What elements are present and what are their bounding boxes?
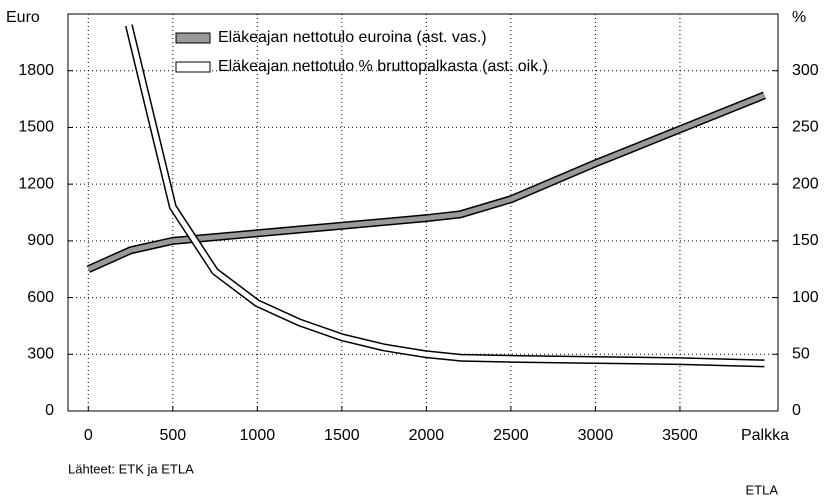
y-tick-label: 900: [27, 232, 54, 249]
x-tick-label: 1500: [324, 427, 360, 444]
x-tick-label: 1000: [240, 427, 276, 444]
x-tick-label: 2500: [493, 427, 529, 444]
y2-tick-label: 300: [792, 62, 819, 79]
y-tick-label: 1500: [18, 119, 54, 136]
y-axis-label: Euro: [6, 9, 40, 26]
legend-label: Eläkeajan nettotulo % bruttopalkasta (as…: [218, 58, 548, 75]
y2-tick-label: 0: [792, 402, 801, 419]
plot-frame: [67, 13, 779, 412]
y-tick-label: 600: [27, 289, 54, 306]
y-tick-label: 1200: [18, 175, 54, 192]
legend-label: Eläkeajan nettotulo euroina (ast. vas.): [218, 29, 487, 46]
y2-tick-label: 200: [792, 175, 819, 192]
x-tick-label: 500: [159, 427, 186, 444]
y-tick-label: 300: [27, 346, 54, 363]
y-tick-label: 0: [45, 402, 54, 419]
y2-tick-label: 250: [792, 119, 819, 136]
x-tick-label: 3500: [662, 427, 698, 444]
line-outline: [124, 24, 765, 368]
x-tick-label: 2000: [409, 427, 445, 444]
y2-tick-label: 150: [792, 232, 819, 249]
legend-swatch: [175, 61, 211, 73]
source: Lähteet: ETK ja ETLA: [68, 461, 194, 476]
line: [126, 24, 765, 366]
x-axis-label: Palkka: [741, 427, 789, 444]
y2-tick-label: 100: [792, 289, 819, 306]
y2-axis-label: %: [792, 9, 806, 26]
x-tick-label: 3000: [578, 427, 614, 444]
x-tick-label: 0: [84, 427, 93, 444]
y-tick-label: 1800: [18, 62, 54, 79]
credit: ETLA: [745, 482, 778, 497]
legend-swatch: [175, 32, 211, 44]
line: [87, 92, 766, 272]
y2-tick-label: 50: [792, 346, 810, 363]
